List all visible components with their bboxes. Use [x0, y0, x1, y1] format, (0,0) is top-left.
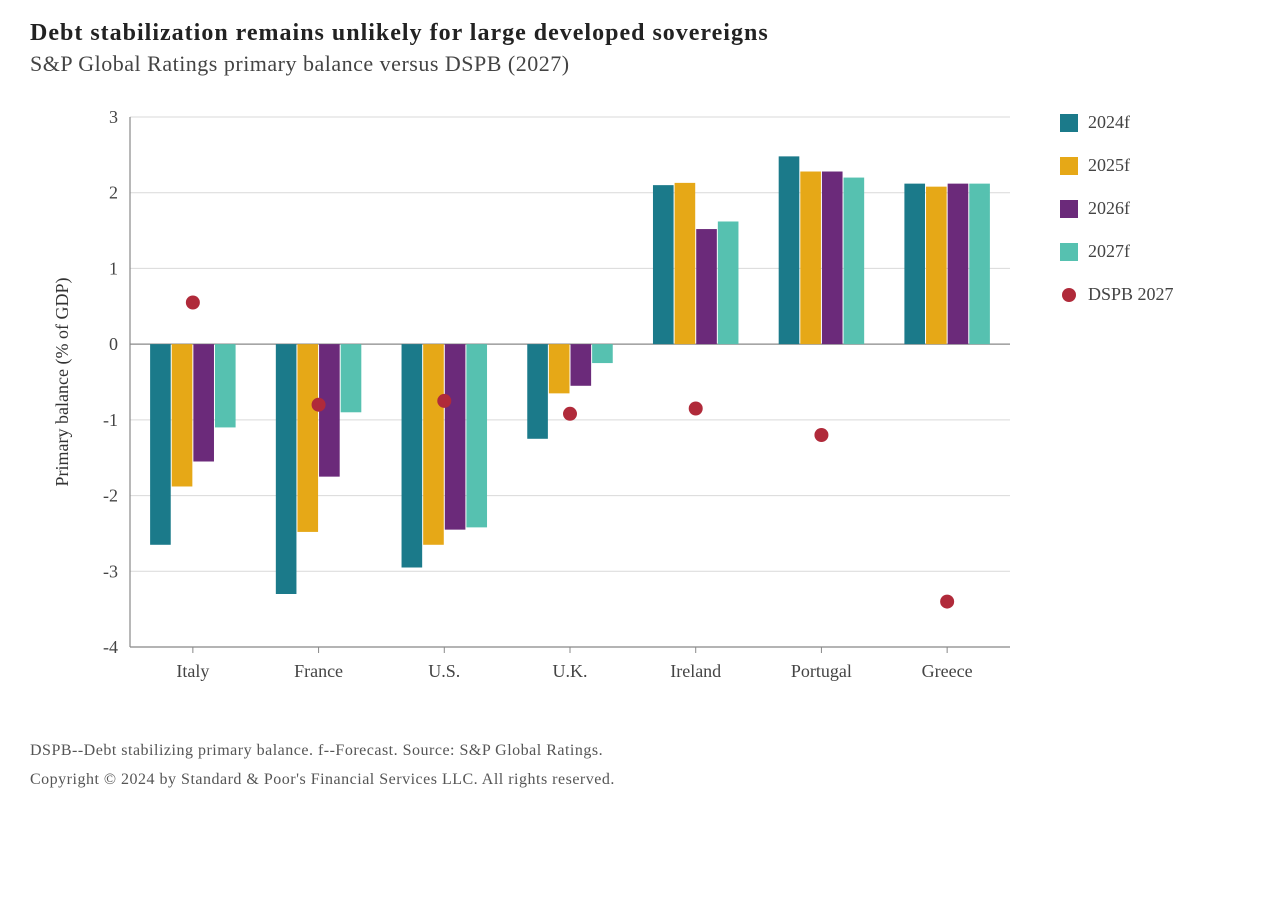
bar	[718, 221, 739, 344]
x-tick-label: U.S.	[428, 661, 460, 681]
chart-page: Debt stabilization remains unlikely for …	[0, 0, 1280, 898]
footnote-line-2: Copyright © 2024 by Standard & Poor's Fi…	[30, 766, 1250, 795]
bar	[822, 172, 843, 345]
y-axis-label: Primary balance (% of GDP)	[52, 278, 73, 487]
dspb-point	[563, 407, 577, 421]
x-tick-label: Greece	[922, 661, 973, 681]
y-tick-label: -2	[103, 486, 118, 506]
y-tick-label: 2	[109, 183, 118, 203]
dspb-point	[940, 595, 954, 609]
bar	[297, 344, 318, 532]
dspb-point	[312, 398, 326, 412]
bar	[592, 344, 613, 363]
y-tick-label: -4	[103, 637, 118, 657]
legend-swatch-box	[1060, 243, 1078, 261]
legend-label: 2027f	[1088, 241, 1130, 262]
bar	[527, 344, 548, 439]
footnote: DSPB--Debt stabilizing primary balance. …	[30, 737, 1250, 795]
legend-item: 2026f	[1060, 198, 1174, 219]
x-tick-label: Portugal	[791, 661, 852, 681]
dspb-point	[186, 296, 200, 310]
legend-item: 2024f	[1060, 112, 1174, 133]
bar	[549, 344, 570, 393]
legend-swatch-box	[1060, 157, 1078, 175]
legend-label: 2025f	[1088, 155, 1130, 176]
legend-label: DSPB 2027	[1088, 284, 1174, 305]
bar	[172, 344, 193, 486]
bar	[150, 344, 171, 545]
legend: 2024f 2025f 2026f 2027f DSPB 2027	[1060, 112, 1174, 327]
y-tick-label: 3	[109, 107, 118, 127]
bar-chart: -4 -3 -2 -1 0 1 2 3 Primary balance (% of GDP) It…	[30, 107, 1030, 707]
bar	[466, 344, 487, 527]
bar	[445, 344, 466, 529]
legend-item: DSPB 2027	[1060, 284, 1174, 305]
bar	[215, 344, 236, 427]
dspb-point	[437, 394, 451, 408]
dspb-point	[689, 402, 703, 416]
x-tick-label: Italy	[176, 661, 209, 681]
legend-swatch-box	[1060, 114, 1078, 132]
legend-swatch-box	[1060, 200, 1078, 218]
y-tick-label: -1	[103, 410, 118, 430]
bar	[402, 344, 423, 567]
x-tick-label: U.K.	[553, 661, 588, 681]
bar	[696, 229, 717, 344]
bar	[904, 184, 925, 345]
chart-wrap: -4 -3 -2 -1 0 1 2 3 Primary balance (% of GDP) It…	[30, 107, 1250, 707]
bar	[653, 185, 674, 344]
bar	[276, 344, 297, 594]
bar	[571, 344, 592, 386]
bar	[948, 184, 969, 345]
legend-swatch-dot	[1062, 288, 1076, 302]
bar	[341, 344, 362, 412]
bar	[926, 187, 947, 344]
y-tick-label: 1	[109, 258, 118, 278]
legend-label: 2026f	[1088, 198, 1130, 219]
x-tick-label: France	[294, 661, 343, 681]
legend-item: 2027f	[1060, 241, 1174, 262]
bar	[844, 178, 865, 345]
bar	[779, 156, 800, 344]
legend-label: 2024f	[1088, 112, 1130, 133]
dspb-point	[814, 428, 828, 442]
footnote-line-1: DSPB--Debt stabilizing primary balance. …	[30, 737, 1250, 766]
legend-item: 2025f	[1060, 155, 1174, 176]
chart-subtitle: S&P Global Ratings primary balance versu…	[30, 51, 1250, 77]
y-tick-label: 0	[109, 334, 118, 354]
bar	[423, 344, 444, 545]
bar	[800, 172, 821, 345]
chart-title: Debt stabilization remains unlikely for …	[30, 20, 1250, 47]
bar	[193, 344, 214, 461]
bar	[969, 184, 990, 345]
x-tick-label: Ireland	[670, 661, 721, 681]
bar	[675, 183, 696, 344]
y-tick-label: -3	[103, 561, 118, 581]
